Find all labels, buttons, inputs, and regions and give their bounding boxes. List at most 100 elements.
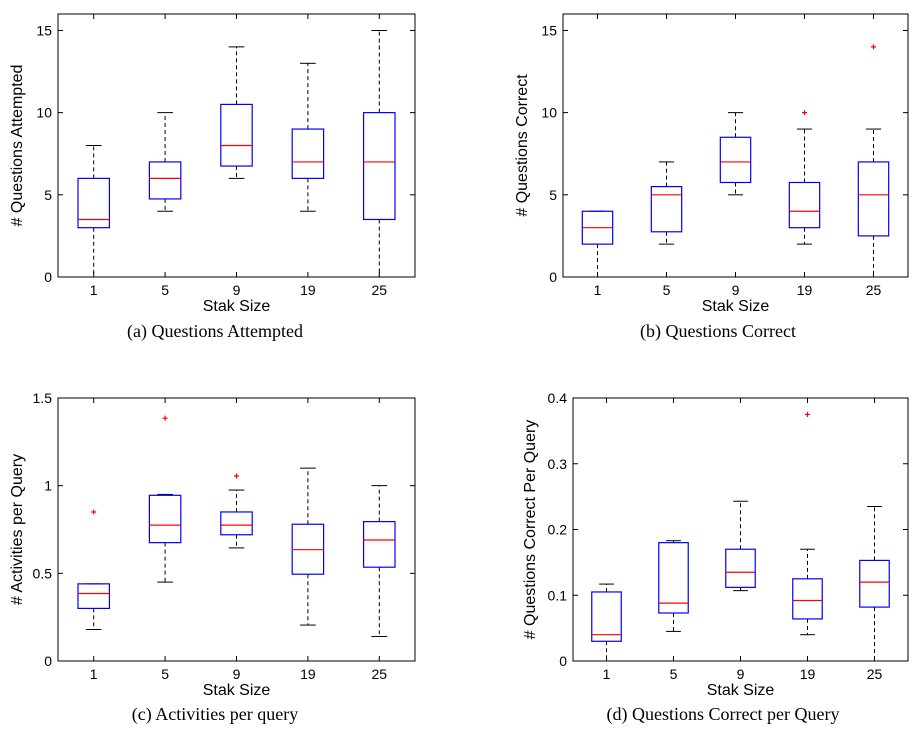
y-axis-label: # Questions Correct bbox=[514, 74, 531, 217]
x-tick-label: 1 bbox=[90, 666, 98, 682]
iqr-box bbox=[148, 494, 182, 544]
x-tick-label: 25 bbox=[372, 282, 388, 298]
x-tick-label: 19 bbox=[300, 666, 316, 682]
outlier-point bbox=[234, 473, 239, 479]
x-tick-label: 19 bbox=[300, 282, 316, 298]
y-tick-label: 0.5 bbox=[33, 565, 53, 581]
box-1 bbox=[77, 145, 111, 278]
iqr-box bbox=[220, 511, 253, 536]
iqr-box bbox=[658, 542, 689, 614]
y-tick-label: 0 bbox=[44, 653, 52, 669]
y-axis-label: # Questions Attempted bbox=[9, 65, 26, 227]
chart-panel-4: 0 0.1 0.2 0.3 0.4 1 5 9 19 25 Stak Size # Questions… bbox=[522, 390, 909, 725]
box-1 bbox=[77, 509, 111, 630]
box-9 bbox=[719, 112, 752, 196]
y-tick-label: 0.1 bbox=[548, 587, 568, 603]
box-25 bbox=[362, 485, 396, 637]
y-tick-label: 0.2 bbox=[548, 522, 568, 538]
x-tick-label: 9 bbox=[233, 666, 241, 682]
box-5 bbox=[148, 112, 182, 212]
y-tick-label: 0 bbox=[549, 269, 557, 285]
panel-caption: (b) Questions Correct bbox=[640, 321, 796, 342]
x-tick-label: 25 bbox=[866, 282, 882, 298]
y-axis-label: # Activities per Query bbox=[9, 454, 26, 605]
x-tick-label: 25 bbox=[867, 666, 883, 682]
box-25 bbox=[859, 505, 890, 662]
x-tick-label: 5 bbox=[670, 666, 678, 682]
axes-frame bbox=[57, 397, 416, 662]
x-tick-label: 1 bbox=[603, 666, 611, 682]
y-tick-label: 1.5 bbox=[33, 390, 53, 406]
y-tick-label: 0 bbox=[559, 653, 567, 669]
iqr-box bbox=[591, 591, 622, 642]
iqr-box bbox=[220, 103, 253, 167]
x-tick-label: 19 bbox=[797, 282, 813, 298]
iqr-box bbox=[77, 583, 111, 609]
x-tick-label: 19 bbox=[800, 666, 816, 682]
iqr-box bbox=[77, 177, 111, 229]
outlier-point bbox=[162, 415, 168, 421]
x-tick-label: 5 bbox=[161, 282, 169, 298]
panel-caption: (a) Questions Attempted bbox=[127, 321, 303, 342]
iqr-box bbox=[650, 185, 683, 233]
axes-frame bbox=[572, 397, 909, 662]
outlier-point bbox=[805, 411, 810, 417]
box-1 bbox=[581, 210, 614, 278]
y-tick-label: 10 bbox=[36, 105, 52, 121]
iqr-box bbox=[719, 136, 752, 184]
iqr-box bbox=[857, 161, 890, 237]
box-19 bbox=[291, 62, 325, 212]
x-axis-label: Stak Size bbox=[707, 682, 775, 699]
iqr-box bbox=[291, 128, 325, 179]
box-5 bbox=[148, 415, 182, 583]
box-9 bbox=[220, 473, 253, 549]
y-tick-label: 5 bbox=[44, 187, 52, 203]
y-tick-label: 0.3 bbox=[548, 456, 568, 472]
iqr-box bbox=[725, 548, 756, 588]
x-axis-label: Stak Size bbox=[203, 298, 271, 315]
x-tick-label: 9 bbox=[233, 282, 241, 298]
iqr-box bbox=[788, 181, 821, 229]
x-axis-label: Stak Size bbox=[702, 298, 770, 315]
box-19 bbox=[291, 467, 325, 626]
box-19 bbox=[788, 110, 821, 245]
y-tick-label: 1 bbox=[44, 478, 52, 494]
iqr-box bbox=[362, 521, 396, 568]
box-25 bbox=[857, 44, 890, 278]
x-tick-label: 25 bbox=[372, 666, 388, 682]
x-tick-label: 9 bbox=[732, 282, 740, 298]
box-1 bbox=[591, 583, 622, 662]
box-5 bbox=[658, 540, 689, 632]
x-tick-label: 5 bbox=[663, 282, 671, 298]
box-19 bbox=[792, 411, 823, 636]
x-tick-label: 5 bbox=[161, 666, 169, 682]
outlier-point bbox=[91, 509, 97, 515]
outlier-point bbox=[802, 110, 807, 116]
outlier-point bbox=[871, 44, 876, 50]
box-5 bbox=[650, 161, 683, 245]
x-tick-label: 9 bbox=[737, 666, 745, 682]
x-tick-label: 1 bbox=[90, 282, 98, 298]
y-axis-label: # Questions Correct Per Query bbox=[522, 420, 539, 640]
y-tick-label: 5 bbox=[549, 187, 557, 203]
y-tick-label: 0.4 bbox=[548, 390, 568, 406]
box-9 bbox=[725, 500, 756, 592]
x-axis-label: Stak Size bbox=[203, 682, 271, 699]
x-tick-label: 1 bbox=[594, 282, 602, 298]
iqr-box bbox=[792, 578, 823, 620]
y-tick-label: 15 bbox=[541, 22, 557, 38]
iqr-box bbox=[859, 559, 890, 608]
panel-caption: (c) Activities per query bbox=[132, 704, 298, 725]
box-25 bbox=[362, 29, 396, 278]
y-tick-label: 0 bbox=[44, 269, 52, 285]
axes-frame bbox=[562, 13, 909, 278]
chart-panel-3: 0 0.5 1 1.5 1 5 9 19 25 Stak Size # Activities per… bbox=[9, 390, 416, 725]
iqr-box bbox=[362, 112, 396, 221]
y-tick-label: 10 bbox=[541, 105, 557, 121]
y-tick-label: 15 bbox=[36, 22, 52, 38]
box-9 bbox=[220, 46, 253, 179]
panel-caption: (d) Questions Correct per Query bbox=[607, 704, 840, 725]
